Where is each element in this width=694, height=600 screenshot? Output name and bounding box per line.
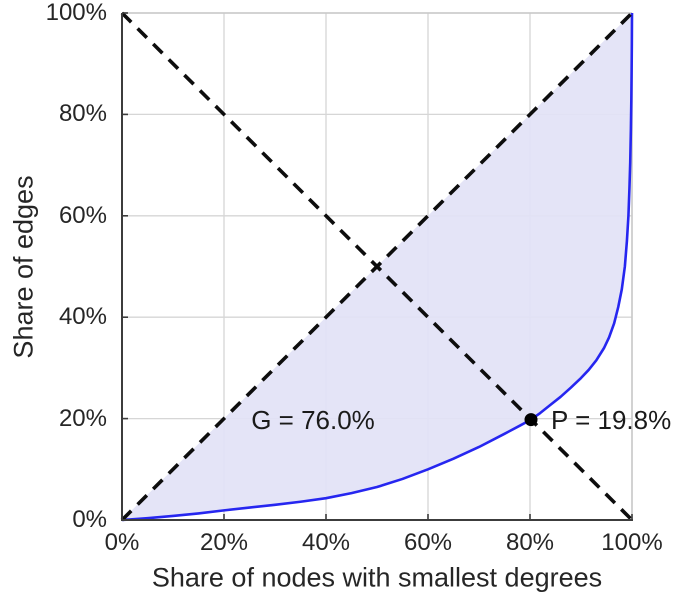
- x-tick-0: 0%: [104, 529, 140, 556]
- y-tick-80: 80%: [58, 100, 107, 127]
- x-tick-20: 20%: [199, 529, 249, 556]
- gini-annotation: G = 76.0%: [251, 405, 375, 435]
- x-axis-title: Share of nodes with smallest degrees: [151, 562, 603, 593]
- pareto-point-marker: [524, 413, 538, 427]
- y-axis-title: Share of edges: [8, 175, 39, 359]
- lorenz-curve: [121, 12, 634, 522]
- x-tick-100: 100%: [601, 529, 663, 556]
- x-tick-40: 40%: [301, 529, 351, 556]
- pareto-annotation: P = 19.8%: [551, 405, 672, 435]
- x-tick-80: 80%: [505, 529, 555, 556]
- y-tick-0: 0%: [72, 506, 107, 533]
- y-tick-100: 100%: [45, 0, 107, 26]
- anti-diagonal: [120, 11, 634, 522]
- x-tick-60: 60%: [403, 529, 453, 556]
- y-tick-40: 40%: [58, 303, 107, 330]
- y-tick-20: 20%: [58, 405, 107, 432]
- y-tick-60: 60%: [58, 202, 107, 229]
